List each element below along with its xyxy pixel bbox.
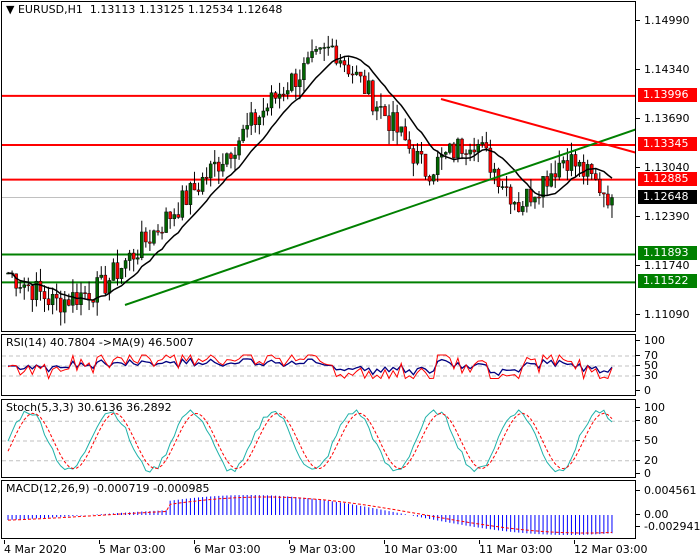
macd-axis: 0.004561 0.00 -0.002941 bbox=[635, 480, 700, 539]
symbol-label: EURUSD,H1 bbox=[17, 3, 83, 16]
chart-header: ▼ EURUSD,H1 1.13113 1.13125 1.12534 1.12… bbox=[6, 3, 282, 16]
time-axis: 4 Mar 2020 5 Mar 03:00 6 Mar 03:00 9 Mar 03… bbox=[0, 540, 700, 559]
macd-plot bbox=[7, 495, 613, 535]
rsi-label: RSI(14) 40.7804 ->MA(9) 46.5007 bbox=[6, 336, 194, 349]
rsi-axis-tick: 0 bbox=[636, 384, 651, 397]
collapse-triangle-icon[interactable]: ▼ bbox=[6, 3, 15, 16]
ohlc-values: 1.13113 1.13125 1.12534 1.12648 bbox=[89, 3, 283, 16]
price-axis-tick: 1.11740 bbox=[636, 259, 690, 272]
stoch-axis-tick: 0 bbox=[636, 467, 651, 480]
macd-axis-tick: -0.002941 bbox=[635, 520, 700, 533]
time-axis-label: 6 Mar 03:00 bbox=[194, 540, 261, 556]
stoch-axis: 100 80 50 20 0 bbox=[636, 399, 700, 480]
price-axis-tick: 1.13040 bbox=[636, 161, 690, 174]
price-axis-tick: 1.12390 bbox=[636, 210, 690, 223]
rsi-axis-tick: 70 bbox=[636, 349, 658, 362]
price-axis-tick: 1.11090 bbox=[636, 308, 690, 321]
time-axis-label: 12 Mar 03:00 bbox=[574, 540, 648, 556]
price-axis-tick: 1.14340 bbox=[636, 63, 690, 76]
stochastic-panel[interactable]: Stoch(5,3,3) 30.6136 36.2892 bbox=[1, 399, 636, 478]
price-level-tag: 1.11893 bbox=[638, 246, 697, 261]
rsi-axis-tick: 50 bbox=[636, 359, 658, 372]
rsi-axis-tick: 100 bbox=[636, 334, 665, 347]
price-axis-tick: 1.14990 bbox=[636, 14, 690, 27]
price-axis-tick: 1.13690 bbox=[636, 112, 690, 125]
stoch-plot bbox=[2, 409, 635, 473]
time-axis-label: 4 Mar 2020 bbox=[4, 540, 67, 556]
rsi-plot bbox=[2, 353, 635, 381]
price-level-tag: 1.11522 bbox=[638, 274, 697, 289]
rsi-panel[interactable]: RSI(14) 40.7804 ->MA(9) 46.5007 bbox=[1, 334, 636, 396]
time-axis-label: 5 Mar 03:00 bbox=[99, 540, 166, 556]
price-axis: 1.14990 1.14340 1.13690 1.13040 1.12390 1.117… bbox=[636, 1, 700, 332]
price-level-tag: 1.12885 bbox=[638, 171, 697, 186]
rsi-axis: 100 70 50 30 0 bbox=[636, 334, 700, 397]
stoch-axis-tick: 100 bbox=[636, 401, 665, 414]
main-price-chart[interactable]: ▼ EURUSD,H1 1.13113 1.13125 1.12534 1.12… bbox=[1, 1, 636, 332]
price-plot bbox=[2, 35, 635, 326]
price-level-tag: 1.12648 bbox=[638, 189, 697, 204]
stoch-axis-tick: 20 bbox=[636, 454, 658, 467]
rsi-axis-tick: 30 bbox=[636, 369, 658, 382]
stoch-axis-tick: 80 bbox=[636, 414, 658, 427]
macd-label: MACD(12,26,9) -0.000719 -0.000985 bbox=[6, 482, 210, 495]
stoch-axis-tick: 50 bbox=[636, 434, 658, 447]
time-axis-label: 10 Mar 03:00 bbox=[384, 540, 458, 556]
macd-axis-tick: 0.00 bbox=[636, 508, 669, 521]
macd-panel[interactable]: MACD(12,26,9) -0.000719 -0.000985 bbox=[1, 480, 636, 539]
time-axis-label: 9 Mar 03:00 bbox=[289, 540, 356, 556]
stoch-label: Stoch(5,3,3) 30.6136 36.2892 bbox=[6, 401, 172, 414]
time-axis-label: 11 Mar 03:00 bbox=[479, 540, 553, 556]
price-level-tag: 1.13996 bbox=[638, 87, 697, 102]
macd-axis-tick: 0.004561 bbox=[636, 484, 697, 497]
price-level-tag: 1.13345 bbox=[638, 137, 697, 151]
